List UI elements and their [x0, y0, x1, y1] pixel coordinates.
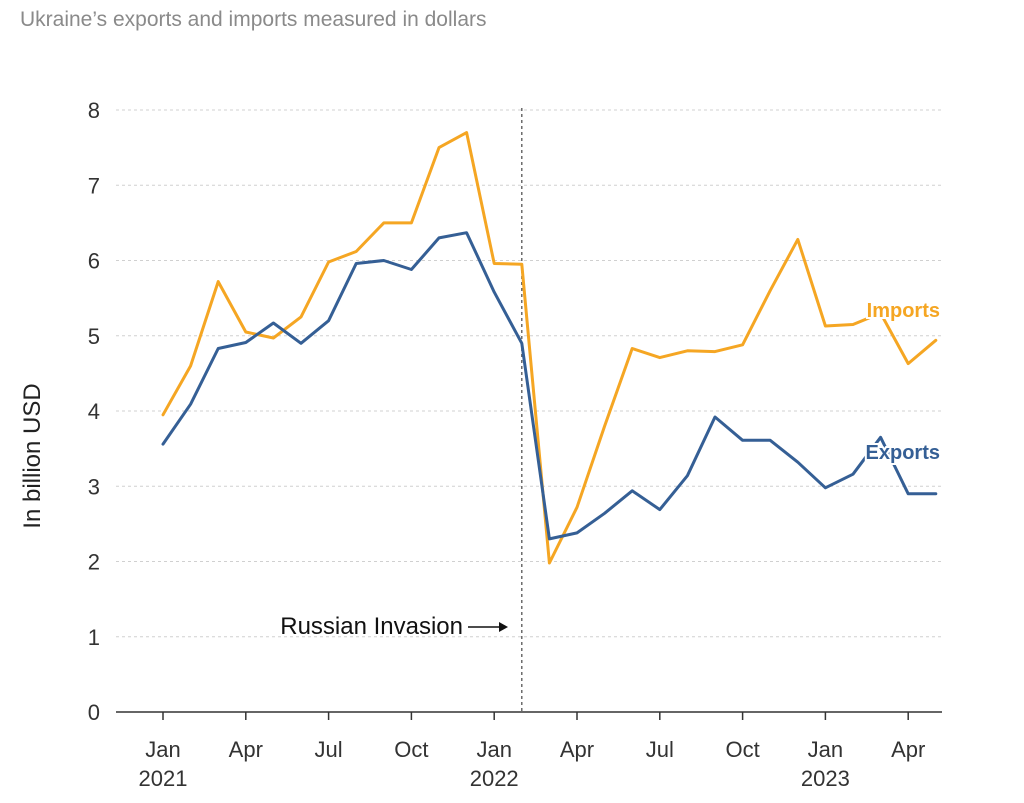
- y-tick-label: 7: [88, 173, 100, 198]
- y-tick-label: 5: [88, 324, 100, 349]
- x-tick-label: Apr: [229, 737, 263, 762]
- x-tick-year-label: 2021: [139, 766, 188, 791]
- x-tick-label: Jan: [145, 737, 180, 762]
- imports-series-line: [161, 131, 938, 565]
- x-tick-label: Jul: [315, 737, 343, 762]
- x-tick-label: Jul: [646, 737, 674, 762]
- y-tick-label: 2: [88, 550, 100, 575]
- y-tick-label: 4: [88, 399, 100, 424]
- x-tick-label: Jan: [476, 737, 511, 762]
- y-tick-label: 0: [88, 700, 100, 725]
- x-tick-label: Jan: [808, 737, 843, 762]
- x-tick-label: Oct: [725, 737, 759, 762]
- y-tick-label: 1: [88, 625, 100, 650]
- x-tick-label: Oct: [394, 737, 428, 762]
- exports-series-line: [161, 231, 938, 541]
- x-tick-label: Apr: [560, 737, 594, 762]
- y-tick-label: 8: [88, 98, 100, 123]
- y-axis-label: In billion USD: [19, 383, 46, 528]
- chart-title: Ukraine’s exports and imports measured i…: [20, 8, 487, 31]
- y-tick-label: 6: [88, 249, 100, 274]
- invasion-arrow-head: [499, 622, 508, 632]
- y-tick-label: 3: [88, 474, 100, 499]
- x-tick-year-label: 2022: [470, 766, 519, 791]
- exports-series-label: Exports: [866, 442, 940, 464]
- x-tick-year-label: 2023: [801, 766, 850, 791]
- invasion-annotation-label: Russian Invasion: [280, 613, 463, 640]
- x-tick-label: Apr: [891, 737, 925, 762]
- imports-series-label: Imports: [867, 300, 940, 322]
